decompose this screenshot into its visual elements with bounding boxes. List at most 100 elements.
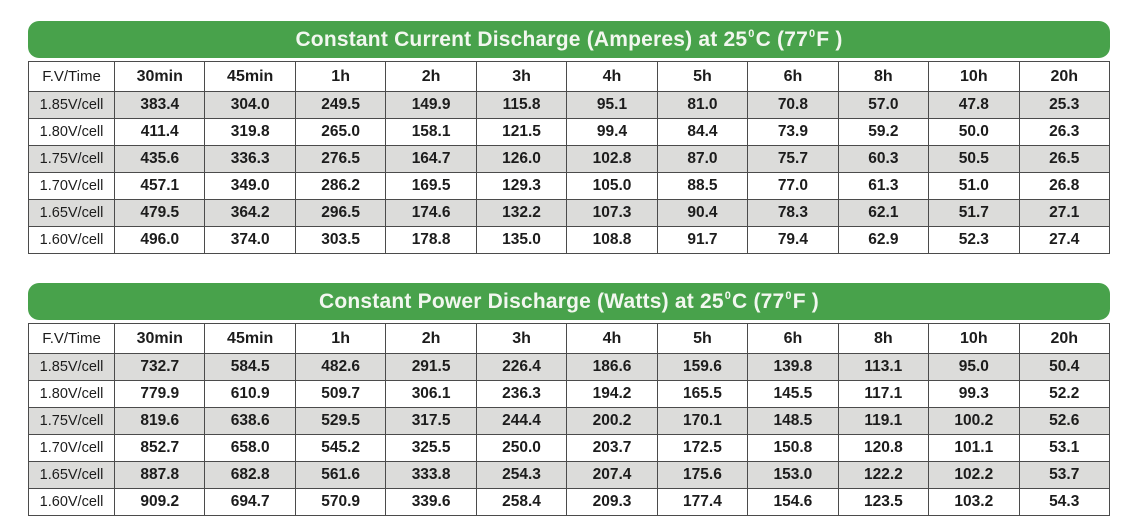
table-cell: 26.5 (1018, 145, 1111, 173)
row-label: 1.75V/cell (28, 407, 115, 435)
title-text: C (77 (755, 27, 808, 51)
table-cell: 53.7 (1018, 461, 1111, 489)
table-cell: 126.0 (475, 145, 568, 173)
table-cell: 99.3 (928, 380, 1020, 408)
table-cell: 336.3 (204, 145, 296, 173)
table-cell: 682.8 (204, 461, 296, 489)
table-cell: 286.2 (294, 172, 387, 200)
row-label: 1.65V/cell (28, 199, 115, 227)
constant-power-discharge-table: F.V/Time 30min 45min 1h 2h 3h 4h 5h 6h 8h 10h 20h 1… (28, 323, 1111, 516)
table-cell: 509.7 (294, 380, 387, 408)
column-header-6h: 6h (747, 323, 839, 354)
row-label: 1.80V/cell (28, 118, 115, 146)
column-header-30min: 30min (113, 61, 206, 92)
table-cell: 694.7 (204, 488, 296, 516)
table-cell: 325.5 (385, 434, 477, 462)
table-cell: 121.5 (475, 118, 568, 146)
table-cell: 27.1 (1018, 199, 1111, 227)
table-cell: 107.3 (566, 199, 658, 227)
table-row-1.65V/cell: 1.65V/cell 887.8 682.8 561.6 333.8 254.3 207.4… (28, 461, 1111, 489)
row-label: 1.60V/cell (28, 488, 115, 516)
column-header-30min: 30min (113, 323, 206, 354)
column-header-45min: 45min (204, 323, 296, 354)
table-cell: 194.2 (566, 380, 658, 408)
column-header-2h: 2h (385, 323, 477, 354)
table-cell: 291.5 (385, 353, 477, 381)
column-header-4h: 4h (566, 323, 658, 354)
table-cell: 150.8 (747, 434, 839, 462)
row-label: 1.85V/cell (28, 353, 115, 381)
table-cell: 584.5 (204, 353, 296, 381)
table-cell: 852.7 (113, 434, 206, 462)
table-cell: 638.6 (204, 407, 296, 435)
table-cell: 88.5 (656, 172, 749, 200)
table-cell: 306.1 (385, 380, 477, 408)
table-cell: 102.8 (566, 145, 658, 173)
table-cell: 100.2 (928, 407, 1020, 435)
table-row-1.75V/cell: 1.75V/cell 435.6 336.3 276.5 164.7 126.0 102.8… (28, 145, 1111, 173)
table-cell: 132.2 (475, 199, 568, 227)
table-cell: 276.5 (294, 145, 387, 173)
column-header-1h: 1h (294, 61, 387, 92)
table-cell: 164.7 (385, 145, 477, 173)
table-cell: 51.0 (928, 172, 1020, 200)
column-header-8h: 8h (837, 323, 930, 354)
row-label: 1.60V/cell (28, 226, 115, 254)
row-label: 1.75V/cell (28, 145, 115, 173)
table-cell: 73.9 (747, 118, 839, 146)
table-cell: 115.8 (475, 91, 568, 119)
table-cell: 99.4 (566, 118, 658, 146)
table-cell: 123.5 (837, 488, 930, 516)
column-header-10h: 10h (928, 323, 1020, 354)
table-cell: 101.1 (928, 434, 1020, 462)
table-cell: 129.3 (475, 172, 568, 200)
table-cell: 909.2 (113, 488, 206, 516)
table-cell: 349.0 (204, 172, 296, 200)
row-label: 1.85V/cell (28, 91, 115, 119)
table-cell: 145.5 (747, 380, 839, 408)
table-cell: 120.8 (837, 434, 930, 462)
table-cell: 119.1 (837, 407, 930, 435)
table-cell: 244.4 (475, 407, 568, 435)
table-cell: 91.7 (656, 226, 749, 254)
table-row-1.80V/cell: 1.80V/cell 779.9 610.9 509.7 306.1 236.3 194.2… (28, 380, 1111, 408)
table-cell: 75.7 (747, 145, 839, 173)
table-cell: 482.6 (294, 353, 387, 381)
table-cell: 154.6 (747, 488, 839, 516)
table-row-1.85V/cell: 1.85V/cell 732.7 584.5 482.6 291.5 226.4 186.6… (28, 353, 1111, 381)
table-cell: 62.1 (837, 199, 930, 227)
table-cell: 258.4 (475, 488, 568, 516)
table-cell: 135.0 (475, 226, 568, 254)
constant-current-discharge-section: Constant Current Discharge (Amperes) at … (28, 21, 1111, 254)
table-cell: 26.8 (1018, 172, 1111, 200)
column-header-8h: 8h (837, 61, 930, 92)
column-header-fv-time: F.V/Time (28, 323, 115, 354)
table-cell: 570.9 (294, 488, 387, 516)
table-cell: 117.1 (837, 380, 930, 408)
table-row-1.70V/cell: 1.70V/cell 852.7 658.0 545.2 325.5 250.0 203.7… (28, 434, 1111, 462)
table-cell: 304.0 (204, 91, 296, 119)
table-cell: 52.3 (928, 226, 1020, 254)
header-row: F.V/Time 30min 45min 1h 2h 3h 4h 5h 6h 8h 10h 20h (28, 323, 1111, 354)
table-cell: 62.9 (837, 226, 930, 254)
table-cell: 561.6 (294, 461, 387, 489)
table-cell: 383.4 (113, 91, 206, 119)
table-cell: 57.0 (837, 91, 930, 119)
table-cell: 78.3 (747, 199, 839, 227)
table-cell: 25.3 (1018, 91, 1111, 119)
table-cell: 158.1 (385, 118, 477, 146)
table-cell: 479.5 (113, 199, 206, 227)
table-cell: 236.3 (475, 380, 568, 408)
table-cell: 169.5 (385, 172, 477, 200)
table-cell: 207.4 (566, 461, 658, 489)
table-cell: 26.3 (1018, 118, 1111, 146)
table-cell: 50.5 (928, 145, 1020, 173)
table-cell: 319.8 (204, 118, 296, 146)
header-row: F.V/Time 30min 45min 1h 2h 3h 4h 5h 6h 8h 10h 20h (28, 61, 1111, 92)
table-cell: 70.8 (747, 91, 839, 119)
column-header-45min: 45min (204, 61, 296, 92)
table-cell: 50.4 (1018, 353, 1111, 381)
table-cell: 113.1 (837, 353, 930, 381)
table-cell: 610.9 (204, 380, 296, 408)
